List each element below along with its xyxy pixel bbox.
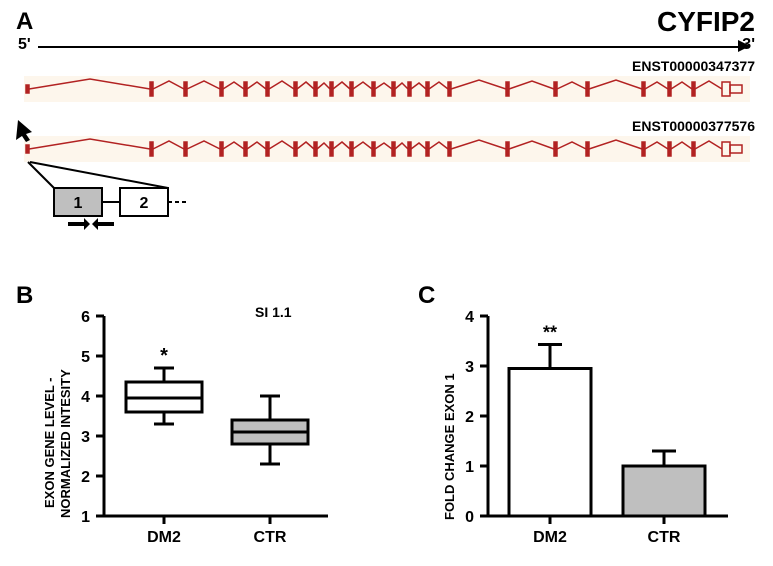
svg-text:3: 3 [465,359,474,376]
svg-text:DM2: DM2 [533,529,567,546]
panel-c-label: C [418,282,435,310]
exon-inset-diagram: 1 2 [16,160,216,240]
transcript2-label: ENST00000377576 [632,118,755,134]
exon2-number: 2 [140,195,149,212]
five-prime-label: 5' [18,36,31,54]
svg-text:4: 4 [465,309,474,326]
transcript1-diagram [24,76,750,102]
svg-text:1: 1 [81,509,90,526]
svg-text:2: 2 [81,469,90,486]
arrow-head-icon [738,40,750,52]
gene-title: CYFIP2 [657,6,755,38]
transcript2-diagram [24,136,750,162]
svg-text:**: ** [543,323,557,343]
svg-text:2: 2 [465,409,474,426]
svg-text:CTR: CTR [648,529,681,546]
panel-b-label: B [16,282,33,310]
svg-text:5: 5 [81,349,90,366]
panel-a-label: A [16,8,33,36]
svg-text:3: 3 [81,429,90,446]
transcript1-label: ENST00000347377 [632,58,755,74]
svg-text:4: 4 [81,389,90,406]
panel-b-ylabel-1: EXON GENE LEVEL - [42,377,57,508]
svg-text:1: 1 [465,459,474,476]
exon1-number: 1 [74,195,83,212]
svg-text:0: 0 [465,509,474,526]
panel-c-barchart: 0 1 2 3 4 DM2 ** CTR [452,308,752,556]
svg-text:*: * [160,345,168,367]
exon-pointer-arrow-icon [14,118,44,144]
gene-direction-arrow [38,46,738,48]
panel-b-boxplot: 1 2 3 4 5 6 DM2 * CTR [68,308,348,556]
svg-text:DM2: DM2 [147,529,181,546]
svg-text:6: 6 [81,309,90,326]
svg-text:CTR: CTR [254,529,287,546]
